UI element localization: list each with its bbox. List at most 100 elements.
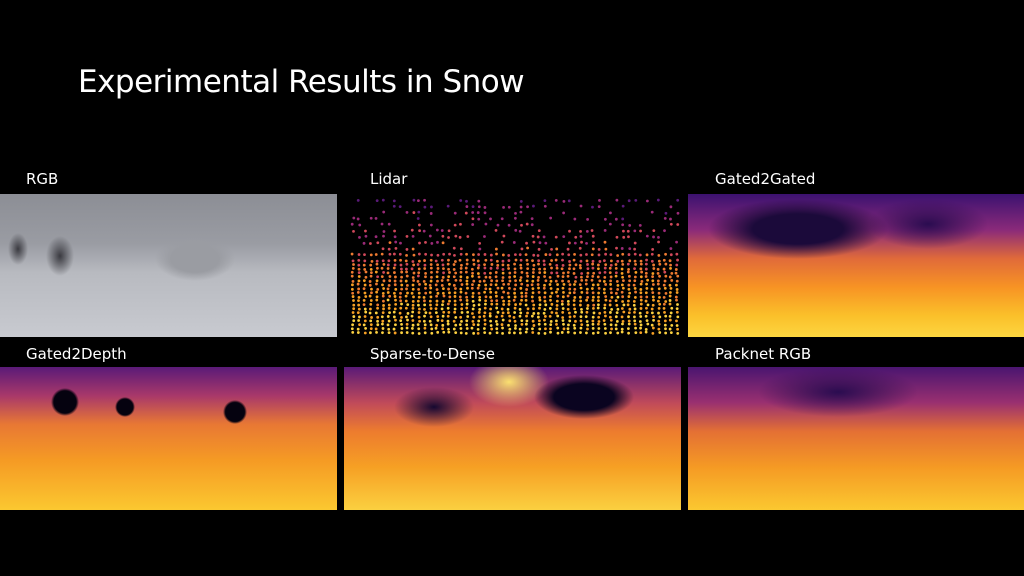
- lidar-point: [658, 262, 662, 266]
- lidar-point: [416, 199, 420, 203]
- lidar-point: [494, 283, 498, 287]
- lidar-point: [538, 241, 542, 245]
- lidar-point: [524, 322, 528, 326]
- lidar-point: [358, 223, 362, 227]
- lidar-point: [352, 216, 356, 220]
- lidar-point: [416, 217, 420, 220]
- lidar-point: [574, 310, 577, 314]
- lidar-point: [658, 315, 662, 319]
- lidar-point: [603, 322, 607, 326]
- lidar-point: [375, 266, 379, 270]
- lidar-point: [440, 319, 444, 322]
- lidar-point: [627, 311, 631, 315]
- lidar-point: [633, 229, 637, 233]
- lidar-point: [627, 327, 630, 331]
- lidar-point: [550, 271, 553, 275]
- lidar-point: [411, 300, 415, 303]
- lidar-point: [458, 295, 462, 299]
- lidar-point: [489, 253, 493, 257]
- lidar-point: [406, 318, 409, 322]
- lidar-point: [393, 279, 397, 283]
- lidar-point: [579, 229, 582, 233]
- lidar-point: [639, 315, 643, 318]
- lidar-point: [436, 318, 440, 322]
- lidar-point: [525, 319, 529, 323]
- lidar-point: [477, 199, 481, 203]
- lidar-point: [639, 262, 643, 266]
- lidar-point: [615, 280, 619, 283]
- lidar-point: [598, 271, 602, 275]
- lidar-point: [417, 315, 421, 319]
- lidar-point: [507, 267, 510, 270]
- lidar-point: [387, 319, 391, 323]
- lidar-point: [466, 310, 470, 314]
- lidar-point: [404, 299, 408, 303]
- lidar-point: [447, 330, 451, 334]
- lidar-point: [561, 307, 565, 310]
- lidar-point: [560, 267, 564, 271]
- lidar-point: [495, 299, 499, 303]
- lidar-point: [646, 322, 650, 326]
- lidar-point: [621, 252, 625, 256]
- lidar-point: [586, 296, 590, 299]
- lidar-point: [489, 271, 492, 275]
- lidar-point: [514, 228, 518, 232]
- lidar-point: [364, 270, 368, 274]
- lidar-point: [568, 283, 572, 287]
- lidar-point: [477, 217, 481, 221]
- lidar-point: [598, 260, 602, 263]
- lidar-point: [442, 252, 446, 256]
- lidar-point: [531, 291, 535, 295]
- lidar-point: [622, 235, 626, 239]
- lidar-point: [579, 326, 583, 330]
- lidar-point: [429, 266, 433, 270]
- lidar-point: [447, 229, 451, 233]
- lidar-point: [424, 291, 428, 295]
- lidar-point: [399, 263, 403, 267]
- lidar-point: [381, 311, 385, 315]
- lidar-point: [644, 271, 648, 275]
- lidar-point: [548, 275, 552, 279]
- lidar-point: [476, 331, 480, 335]
- lidar-point: [513, 253, 517, 257]
- lidar-point: [392, 266, 396, 270]
- lidar-point: [664, 252, 667, 256]
- lidar-point: [621, 262, 625, 266]
- lidar-point: [664, 274, 668, 278]
- lidar-point: [400, 302, 403, 306]
- lidar-point: [436, 240, 439, 244]
- lidar-point: [357, 319, 361, 322]
- lidar-point: [502, 234, 506, 238]
- lidar-point: [604, 295, 608, 298]
- lidar-point: [435, 228, 439, 232]
- lidar-point: [616, 259, 620, 263]
- lidar-point: [525, 279, 529, 283]
- lidar-point: [459, 298, 463, 302]
- lidar-point: [454, 234, 458, 238]
- lidar-point: [387, 327, 391, 331]
- lidar-point: [471, 295, 475, 299]
- lidar-point: [394, 298, 397, 302]
- lidar-point: [460, 307, 464, 311]
- lidar-point: [460, 283, 464, 286]
- lidar-point: [369, 242, 372, 245]
- lidar-point: [423, 326, 427, 330]
- lidar-point: [670, 306, 674, 310]
- lidar-point: [579, 234, 583, 238]
- lidar-point: [356, 198, 360, 202]
- lidar-point: [550, 266, 553, 270]
- lidar-point: [574, 275, 578, 279]
- lidar-point: [544, 279, 548, 283]
- lidar-point: [586, 275, 589, 279]
- lidar-point: [657, 240, 660, 244]
- lidar-point: [668, 327, 672, 331]
- lidar-point: [454, 287, 457, 290]
- lidar-point: [386, 298, 390, 302]
- lidar-point: [614, 291, 618, 295]
- lidar-point: [520, 270, 524, 274]
- lidar-point: [656, 279, 660, 283]
- lidar-point: [675, 307, 679, 310]
- lidar-point: [446, 319, 450, 323]
- lidar-point: [616, 283, 620, 287]
- lidar-point: [392, 310, 396, 314]
